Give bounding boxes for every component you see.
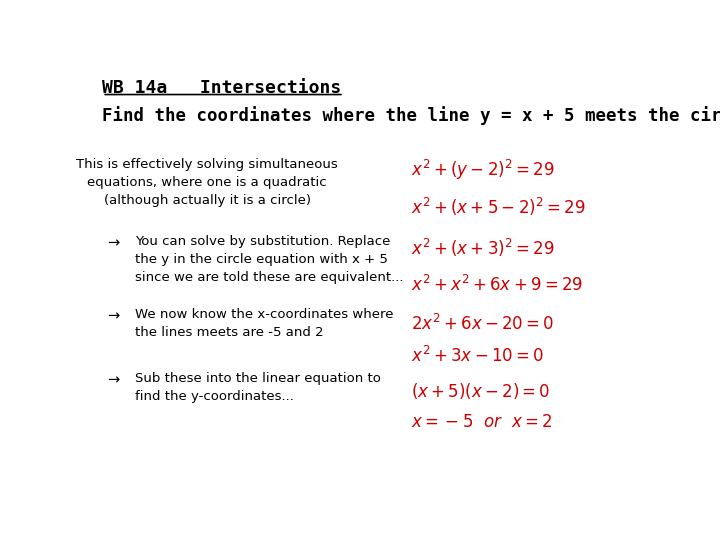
Text: You can solve by substitution. Replace
the y in the circle equation with x + 5
s: You can solve by substitution. Replace t… xyxy=(135,235,403,284)
Text: $2x^2 + 6x - 20 = 0$: $2x^2 + 6x - 20 = 0$ xyxy=(411,314,554,334)
Text: →: → xyxy=(107,373,119,388)
Text: $x = -5\ \ or\ \ x = 2$: $x = -5\ \ or\ \ x = 2$ xyxy=(411,413,552,431)
Text: $x^2 + (x + 3)^2 = 29$: $x^2 + (x + 3)^2 = 29$ xyxy=(411,238,554,259)
Text: WB 14a   Intersections: WB 14a Intersections xyxy=(102,79,341,97)
Text: $x^2 + (y - 2)^2 = 29$: $x^2 + (y - 2)^2 = 29$ xyxy=(411,158,554,183)
Text: This is effectively solving simultaneous
equations, where one is a quadratic
(al: This is effectively solving simultaneous… xyxy=(76,158,338,207)
Text: $(x + 5)(x - 2) = 0$: $(x + 5)(x - 2) = 0$ xyxy=(411,381,550,401)
Text: $x^2 + x^2 + 6x + 9 = 29$: $x^2 + x^2 + 6x + 9 = 29$ xyxy=(411,275,582,295)
Text: $x^2 + (x + 5 - 2)^2 = 29$: $x^2 + (x + 5 - 2)^2 = 29$ xyxy=(411,196,585,218)
Text: Sub these into the linear equation to
find the y-coordinates...: Sub these into the linear equation to fi… xyxy=(135,373,380,403)
Text: $x^2 + 3x - 10 = 0$: $x^2 + 3x - 10 = 0$ xyxy=(411,346,544,366)
Text: →: → xyxy=(107,308,119,323)
Text: →: → xyxy=(107,235,119,250)
Text: Find the coordinates where the line y = x + 5 meets the circle  x² + (y – 2)² = : Find the coordinates where the line y = … xyxy=(102,106,720,125)
Text: We now know the x-coordinates where
the lines meets are -5 and 2: We now know the x-coordinates where the … xyxy=(135,308,393,339)
